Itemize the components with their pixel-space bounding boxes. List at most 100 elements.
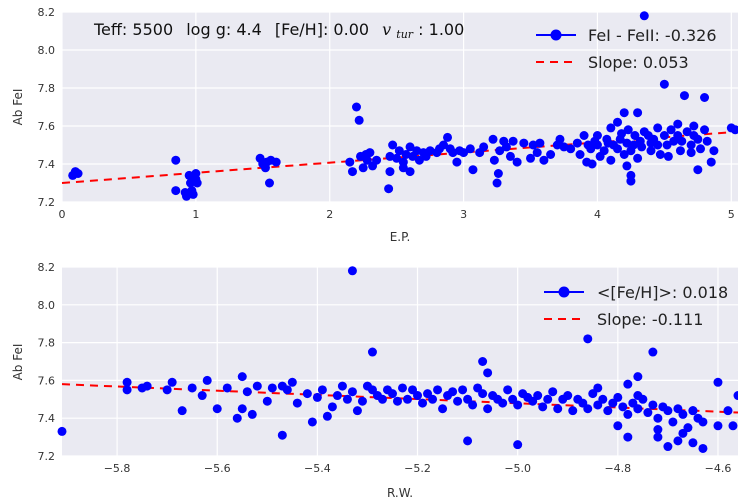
data-point (282, 385, 292, 395)
y-tick-label: 8.0 (38, 44, 56, 57)
data-point (606, 123, 616, 133)
y-tick-label: 7.2 (38, 196, 56, 209)
data-point (438, 404, 448, 414)
data-point (728, 421, 738, 431)
info-logg: log g: 4.4 (186, 20, 262, 39)
data-point (637, 142, 647, 152)
info-feh: [Fe/H]: 0.00 (275, 20, 369, 39)
data-point (519, 138, 529, 148)
data-point (633, 372, 643, 382)
y-tick-label: 7.2 (38, 450, 56, 463)
data-point (535, 138, 545, 148)
data-point (553, 404, 563, 414)
data-point (633, 391, 643, 401)
data-point (392, 396, 402, 406)
data-point (405, 167, 415, 177)
data-point (679, 91, 689, 101)
info-vtur-value: : 1.00 (418, 20, 464, 39)
data-point (583, 334, 593, 344)
data-point (237, 404, 247, 414)
data-point (633, 404, 643, 414)
data-point (398, 163, 408, 173)
data-point (548, 387, 558, 397)
data-point (688, 438, 698, 448)
data-point (666, 125, 676, 135)
data-point (142, 381, 152, 391)
data-point (575, 150, 585, 159)
y-tick-label: 8.0 (38, 299, 56, 312)
data-point (367, 347, 377, 357)
data-point (673, 436, 683, 446)
data-point (619, 108, 629, 118)
x-tick-label: −4.6 (705, 462, 732, 475)
data-point (188, 189, 198, 199)
y-tick-label: 8.2 (38, 261, 56, 274)
data-point (533, 391, 543, 401)
data-point (222, 383, 232, 393)
data-point (513, 440, 523, 450)
legend-label-feI-feII: FeI - FeII: -0.326 (588, 26, 717, 45)
data-point (237, 372, 247, 382)
data-point (312, 392, 322, 402)
y-tick-label: 7.6 (38, 120, 56, 133)
data-point (372, 155, 382, 165)
x-tick-label: −5.0 (504, 462, 531, 475)
y-tick-label: 7.6 (38, 374, 56, 387)
data-point (495, 146, 505, 156)
data-point (700, 93, 710, 102)
data-point (513, 400, 523, 410)
data-point (526, 153, 536, 163)
x-tick-label: −5.6 (204, 462, 231, 475)
legend-label-slope: Slope: 0.053 (588, 53, 689, 72)
info-vtur-symbol: v (382, 20, 391, 39)
data-point (586, 144, 596, 154)
data-point (653, 140, 663, 150)
data-point (546, 150, 556, 159)
data-point (468, 165, 478, 175)
data-point (247, 409, 257, 419)
data-point (187, 383, 197, 393)
data-point (623, 379, 633, 389)
data-point (167, 377, 177, 387)
data-point (488, 134, 498, 144)
data-point (458, 385, 468, 395)
data-point (398, 383, 408, 393)
data-point (583, 404, 593, 414)
data-point (212, 404, 222, 414)
data-point (566, 144, 576, 154)
y-tick-label: 7.8 (38, 82, 56, 95)
legend: <[Fe/H]>: 0.018 Slope: -0.111 (544, 283, 728, 329)
data-point (122, 377, 132, 387)
data-point (405, 142, 415, 152)
data-point (653, 432, 663, 442)
data-point (448, 387, 458, 397)
data-point (177, 406, 187, 416)
data-point (572, 138, 582, 148)
data-point (618, 402, 628, 412)
data-point (463, 436, 473, 446)
x-tick-labels: 0 1 2 3 4 5 (59, 208, 735, 221)
data-point (264, 178, 274, 188)
y-tick-label: 7.8 (38, 337, 56, 350)
data-point (302, 389, 312, 399)
data-point (342, 394, 352, 404)
x-tick-label: 4 (594, 208, 601, 221)
data-point (122, 385, 132, 395)
data-point (663, 406, 673, 416)
data-point (358, 163, 368, 173)
data-point (332, 391, 342, 401)
data-point (693, 165, 703, 175)
plot-area-background (62, 267, 738, 456)
data-point (73, 169, 83, 178)
data-point (483, 368, 493, 378)
data-point (347, 266, 357, 276)
data-point (653, 123, 663, 133)
data-point (623, 125, 633, 135)
data-point (351, 102, 361, 112)
x-tick-label: −5.8 (104, 462, 131, 475)
data-point (512, 157, 522, 167)
data-point (623, 432, 633, 442)
data-point (277, 430, 287, 440)
data-point (242, 387, 252, 397)
